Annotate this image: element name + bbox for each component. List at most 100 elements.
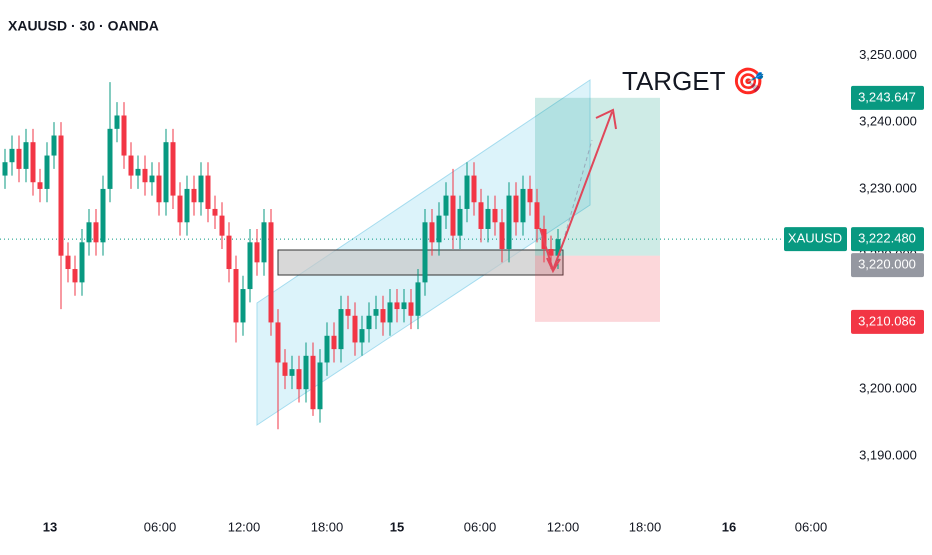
candle-body <box>177 195 183 223</box>
y-tick-label: 3,200.000 <box>859 381 917 396</box>
candle-body <box>275 322 281 363</box>
candle-body <box>436 215 442 243</box>
candle-body <box>142 168 148 183</box>
candle-body <box>534 202 540 229</box>
candle-body <box>485 208 491 229</box>
candle-body <box>149 175 155 183</box>
x-tick-label: 18:00 <box>311 519 344 534</box>
candle-body <box>422 222 428 283</box>
candle-body <box>289 369 295 376</box>
candle-body <box>212 208 218 216</box>
candle-body <box>16 148 22 169</box>
symbol-tag-label: XAUUSD <box>788 231 842 246</box>
candle-body <box>37 182 43 189</box>
candle-body <box>345 309 351 316</box>
x-tick-label: 16 <box>722 519 736 534</box>
candle-body <box>254 242 260 263</box>
candle-body <box>247 242 253 290</box>
candle-body <box>513 195 519 223</box>
candle-body <box>184 188 190 223</box>
x-tick-label: 12:00 <box>228 519 261 534</box>
candle-body <box>401 302 407 310</box>
candle-body <box>65 255 71 270</box>
candle-body <box>499 222 505 249</box>
candle-body <box>226 235 232 270</box>
price-tag <box>851 227 924 252</box>
candle-body <box>317 362 323 410</box>
candle-body <box>492 208 498 223</box>
arrow-head <box>595 108 617 130</box>
candle-body <box>282 362 288 376</box>
y-tick-label: 3,190.000 <box>859 447 917 462</box>
candle-body <box>471 175 477 203</box>
candle-body <box>303 355 309 390</box>
candle-body <box>373 309 379 316</box>
candle-body <box>520 188 526 223</box>
x-tick-label: 06:00 <box>464 519 497 534</box>
candle-body <box>450 195 456 236</box>
candle-body <box>443 195 449 216</box>
y-tick-label: 3,240.000 <box>859 114 917 129</box>
candle-body <box>86 222 92 243</box>
candle-body <box>23 142 29 169</box>
candle-body <box>44 155 50 189</box>
candle-body <box>121 115 127 156</box>
profit-zone <box>535 97 660 256</box>
candle-body <box>30 142 36 183</box>
candle-body <box>156 175 162 203</box>
candle-body <box>429 222 435 243</box>
candle-body <box>359 329 365 343</box>
candle-body <box>100 188 106 243</box>
candle-body <box>51 135 57 156</box>
candle-body <box>198 175 204 203</box>
candle-body <box>128 155 134 176</box>
price-tag <box>851 253 924 278</box>
candle-body <box>506 195 512 249</box>
candle-body <box>205 175 211 209</box>
candle-body <box>527 188 533 203</box>
symbol-tag <box>784 227 847 252</box>
candle-body <box>219 215 225 236</box>
zone-box <box>277 249 564 276</box>
arrow-head <box>546 257 561 274</box>
price-tag-label: 3,220.000 <box>858 257 916 272</box>
candle-body <box>114 115 120 129</box>
candle-body <box>9 148 15 163</box>
x-tick-label: 06:00 <box>795 519 828 534</box>
candle-body <box>296 369 302 390</box>
candle-body <box>163 142 169 203</box>
candle-body <box>261 222 267 263</box>
candle-body <box>415 282 421 316</box>
price-tag-label: 3,210.086 <box>858 313 916 328</box>
candle-body <box>352 315 358 343</box>
candle-body <box>107 128 113 189</box>
candle-body <box>191 188 197 203</box>
candle-body <box>233 269 239 323</box>
candle-body <box>58 135 64 256</box>
candle-body <box>394 302 400 310</box>
price-tag <box>851 309 924 334</box>
candle-body <box>324 335 330 363</box>
candle-body <box>548 248 554 256</box>
price-tag-label: 3,243.647 <box>858 89 916 104</box>
candle-body <box>464 175 470 209</box>
candle-body <box>366 315 372 330</box>
candle-body <box>72 269 78 283</box>
candle-body <box>338 309 344 350</box>
y-tick-label: 3,250.000 <box>859 47 917 62</box>
x-tick-label: 06:00 <box>144 519 177 534</box>
price-tag-label: 3,222.480 <box>858 231 916 246</box>
candle-body <box>170 142 176 196</box>
candle-body <box>408 302 414 316</box>
candle-body <box>310 355 316 410</box>
x-tick-label: 15 <box>390 519 404 534</box>
x-tick-label: 13 <box>43 519 57 534</box>
candle-body <box>555 239 561 256</box>
candle-body <box>478 202 484 229</box>
y-tick-label: 3,230.000 <box>859 180 917 195</box>
chart-title: XAUUSD · 30 · OANDA <box>8 18 159 34</box>
price-tag <box>851 85 924 110</box>
candle-body <box>79 242 85 283</box>
target-label: TARGET 🎯 <box>622 66 765 96</box>
